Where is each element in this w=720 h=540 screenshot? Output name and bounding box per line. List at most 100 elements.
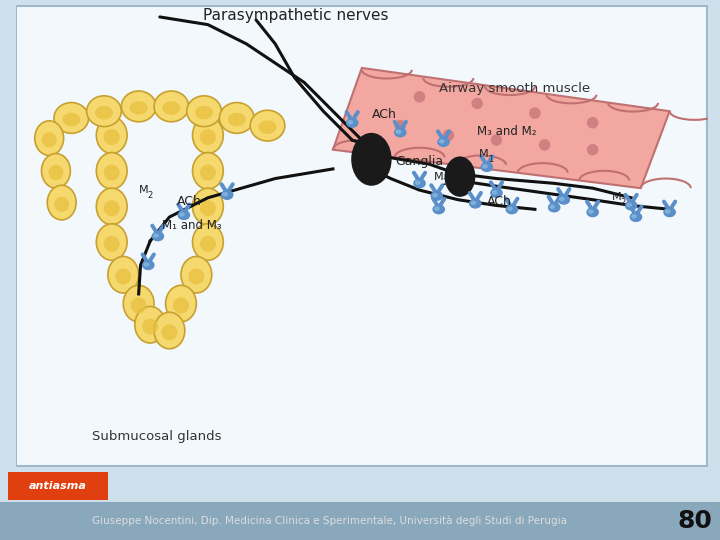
- Ellipse shape: [632, 215, 636, 218]
- Circle shape: [395, 120, 406, 131]
- Ellipse shape: [130, 101, 148, 114]
- Text: ACh: ACh: [372, 108, 396, 121]
- Ellipse shape: [258, 120, 276, 134]
- Circle shape: [443, 130, 454, 141]
- Text: M: M: [139, 185, 148, 195]
- Ellipse shape: [630, 213, 642, 221]
- Text: 80: 80: [678, 509, 712, 533]
- Ellipse shape: [54, 197, 69, 212]
- Ellipse shape: [251, 110, 285, 141]
- FancyBboxPatch shape: [17, 6, 707, 466]
- Ellipse shape: [192, 117, 223, 153]
- Ellipse shape: [222, 191, 233, 199]
- Ellipse shape: [144, 263, 148, 266]
- Ellipse shape: [152, 232, 163, 241]
- Ellipse shape: [104, 236, 120, 252]
- Ellipse shape: [186, 96, 221, 126]
- Ellipse shape: [86, 96, 122, 126]
- Text: 2: 2: [621, 198, 626, 206]
- Ellipse shape: [492, 191, 497, 194]
- Ellipse shape: [154, 91, 189, 122]
- Ellipse shape: [96, 117, 127, 153]
- Text: ACh: ACh: [177, 194, 202, 207]
- Text: Parasympathetic nerves: Parasympathetic nerves: [203, 8, 389, 23]
- Ellipse shape: [550, 205, 554, 208]
- Ellipse shape: [154, 312, 185, 349]
- Ellipse shape: [192, 153, 223, 189]
- Circle shape: [539, 139, 550, 151]
- Text: 2: 2: [443, 178, 448, 187]
- Text: antiasma: antiasma: [29, 481, 87, 491]
- Ellipse shape: [396, 130, 400, 133]
- Circle shape: [587, 117, 598, 129]
- Ellipse shape: [42, 153, 71, 188]
- Ellipse shape: [558, 195, 570, 204]
- Circle shape: [491, 134, 503, 146]
- Ellipse shape: [491, 188, 502, 197]
- Ellipse shape: [63, 113, 81, 126]
- Ellipse shape: [104, 165, 120, 181]
- Text: ACh: ACh: [487, 195, 512, 208]
- Ellipse shape: [506, 205, 518, 214]
- Ellipse shape: [200, 165, 216, 181]
- Ellipse shape: [664, 208, 675, 217]
- Text: 2: 2: [148, 191, 153, 200]
- Ellipse shape: [508, 207, 512, 210]
- Ellipse shape: [154, 234, 158, 237]
- Ellipse shape: [96, 224, 127, 260]
- Text: Giuseppe Nocentini, Dip. Medicina Clinica e Sperimentale, Università degli Studi: Giuseppe Nocentini, Dip. Medicina Clinic…: [92, 516, 567, 526]
- Ellipse shape: [162, 101, 180, 114]
- Ellipse shape: [192, 224, 223, 260]
- Ellipse shape: [166, 285, 197, 322]
- Ellipse shape: [559, 198, 564, 201]
- Text: M: M: [479, 150, 489, 159]
- Text: M: M: [612, 192, 621, 202]
- Ellipse shape: [220, 103, 254, 133]
- Ellipse shape: [122, 91, 156, 122]
- Ellipse shape: [48, 185, 76, 220]
- Text: M₁ and M₃: M₁ and M₃: [162, 219, 221, 232]
- Ellipse shape: [108, 256, 139, 293]
- Ellipse shape: [483, 165, 487, 168]
- Ellipse shape: [189, 268, 204, 285]
- Ellipse shape: [161, 325, 177, 340]
- Circle shape: [472, 98, 483, 109]
- Polygon shape: [333, 68, 670, 188]
- Ellipse shape: [42, 132, 57, 147]
- Ellipse shape: [200, 236, 216, 252]
- Ellipse shape: [433, 205, 444, 214]
- Ellipse shape: [35, 121, 63, 156]
- Ellipse shape: [104, 129, 120, 145]
- Ellipse shape: [435, 207, 439, 210]
- FancyBboxPatch shape: [8, 472, 108, 500]
- Ellipse shape: [626, 201, 636, 210]
- Ellipse shape: [115, 268, 131, 285]
- Ellipse shape: [439, 140, 444, 143]
- Text: M: M: [434, 172, 444, 183]
- Ellipse shape: [438, 138, 449, 146]
- Ellipse shape: [223, 193, 228, 196]
- Ellipse shape: [130, 298, 147, 313]
- Ellipse shape: [433, 194, 437, 197]
- Ellipse shape: [444, 157, 475, 197]
- Ellipse shape: [173, 298, 189, 313]
- Ellipse shape: [200, 200, 216, 217]
- Ellipse shape: [200, 129, 216, 145]
- Circle shape: [529, 107, 541, 119]
- Ellipse shape: [181, 256, 212, 293]
- Ellipse shape: [143, 261, 154, 269]
- Ellipse shape: [346, 118, 358, 127]
- Ellipse shape: [228, 113, 246, 126]
- Ellipse shape: [180, 213, 184, 216]
- Ellipse shape: [179, 211, 189, 219]
- Ellipse shape: [395, 128, 406, 137]
- Ellipse shape: [135, 307, 166, 343]
- Ellipse shape: [351, 133, 392, 186]
- Ellipse shape: [665, 210, 670, 213]
- Text: Ganglia: Ganglia: [395, 155, 444, 168]
- Ellipse shape: [195, 106, 213, 119]
- Ellipse shape: [481, 163, 492, 171]
- Text: 1: 1: [488, 155, 493, 164]
- Ellipse shape: [95, 106, 113, 119]
- Ellipse shape: [54, 103, 89, 133]
